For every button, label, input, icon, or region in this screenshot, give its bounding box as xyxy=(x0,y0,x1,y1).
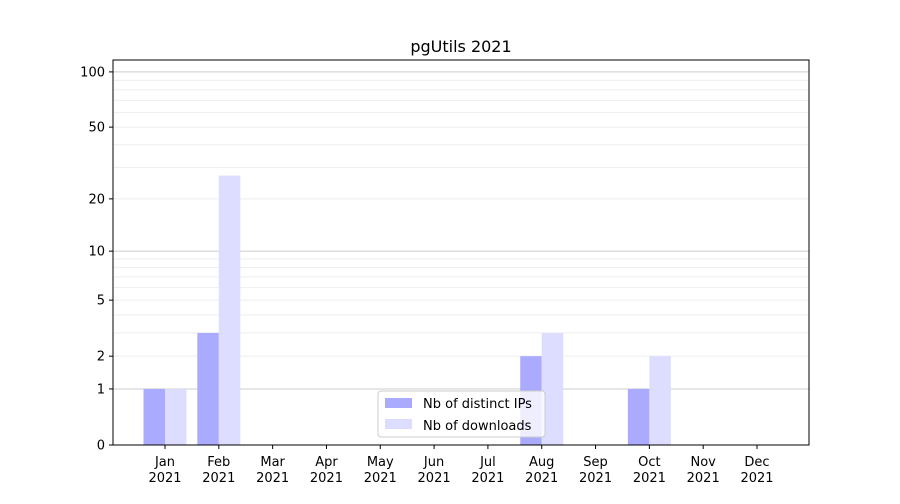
x-tick-label-year: 2021 xyxy=(525,471,558,486)
legend-swatch-downloads xyxy=(385,419,412,429)
y-tick-label: 50 xyxy=(88,121,105,136)
bar-downloads xyxy=(218,175,241,445)
x-tick-label-month: Feb xyxy=(207,455,230,470)
x-tick-label-year: 2021 xyxy=(579,471,612,486)
bar-distinct-ips xyxy=(143,388,165,445)
legend-swatch-ips xyxy=(385,398,412,408)
bar-downloads xyxy=(649,356,671,445)
x-tick-label-month: Sep xyxy=(583,455,608,470)
y-axis: 0 1 2 5 10 20 50 100 xyxy=(80,65,113,454)
x-tick-label-month: Oct xyxy=(638,455,660,470)
x-tick-label-year: 2021 xyxy=(687,471,720,486)
x-tick-label-year: 2021 xyxy=(256,471,289,486)
x-tick-label-month: Dec xyxy=(744,455,769,470)
chart-title: pgUtils 2021 xyxy=(410,37,511,56)
x-tick-label-year: 2021 xyxy=(364,471,397,486)
x-tick-label-year: 2021 xyxy=(633,471,666,486)
bar-downloads xyxy=(541,332,564,445)
legend-label-ips: Nb of distinct IPs xyxy=(423,397,532,412)
y-tick-label: 100 xyxy=(80,65,105,80)
y-tick-label: 10 xyxy=(88,245,105,260)
x-tick-label-month: Apr xyxy=(315,455,338,470)
legend: Nb of distinct IPs Nb of downloads xyxy=(377,390,546,438)
x-tick-label-year: 2021 xyxy=(740,471,773,486)
bar-distinct-ips xyxy=(197,332,219,445)
x-tick-label-month: Aug xyxy=(529,455,554,470)
x-tick-label-month: May xyxy=(367,455,394,470)
x-tick-label-month: Jan xyxy=(154,455,175,470)
x-tick-label-year: 2021 xyxy=(418,471,451,486)
x-tick-label-month: Mar xyxy=(260,455,285,470)
x-tick-label-year: 2021 xyxy=(471,471,504,486)
x-tick-label-month: Nov xyxy=(691,455,717,470)
x-axis: Jan2021Feb2021Mar2021Apr2021May2021Jun20… xyxy=(148,445,774,486)
plot-frame xyxy=(112,59,810,446)
bar-distinct-ips xyxy=(627,388,650,445)
x-tick-label-month: Jul xyxy=(479,455,496,470)
bar-downloads xyxy=(164,388,187,445)
x-tick-label-month: Jun xyxy=(423,455,444,470)
y-tick-label: 2 xyxy=(97,350,105,365)
x-tick-label-year: 2021 xyxy=(310,471,343,486)
x-tick-label-year: 2021 xyxy=(202,471,235,486)
y-tick-label: 0 xyxy=(97,439,105,454)
y-tick-label: 5 xyxy=(97,294,105,309)
y-tick-label: 1 xyxy=(97,382,105,397)
x-tick-label-year: 2021 xyxy=(148,471,181,486)
legend-box xyxy=(377,390,546,438)
legend-label-downloads: Nb of downloads xyxy=(423,419,532,434)
bars xyxy=(143,175,671,445)
y-tick-label: 20 xyxy=(88,192,105,207)
